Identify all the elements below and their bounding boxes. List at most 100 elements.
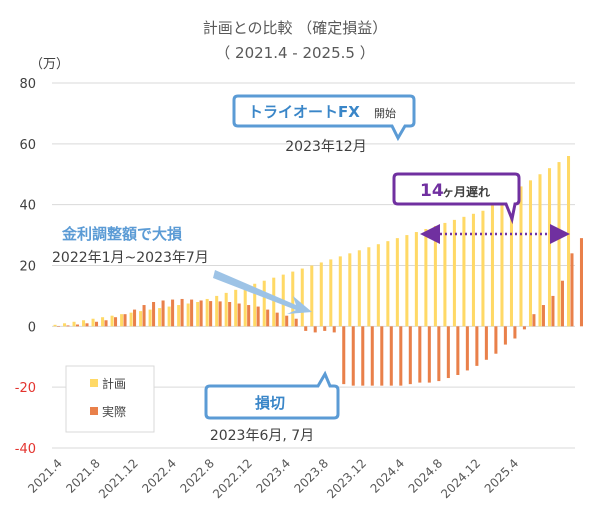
legend-swatch-plan [90, 379, 98, 387]
swap-arrow [213, 270, 312, 314]
bar-actual [304, 326, 308, 331]
bar-actual [541, 305, 545, 327]
y-tick-label: 60 [19, 138, 36, 153]
bar-actual [342, 326, 346, 385]
bar-actual [570, 253, 574, 327]
bar-actual [551, 295, 555, 327]
y-tick-label: 20 [19, 260, 36, 275]
bar-plan [414, 232, 418, 327]
bar-plan [567, 156, 571, 327]
bar-actual [522, 326, 526, 330]
bar-plan [348, 253, 352, 327]
bar-actual [513, 326, 517, 339]
legend-box [65, 365, 155, 433]
bar-plan [319, 262, 323, 327]
y-tick-label: 0 [28, 320, 36, 335]
bar-plan [129, 312, 133, 327]
bar-plan [357, 250, 361, 327]
bar-plan [329, 259, 333, 327]
bar-plan [481, 210, 485, 327]
legend-label-plan: 計画 [102, 376, 126, 391]
bar-plan [433, 225, 437, 327]
bars [53, 156, 583, 386]
bar-actual [94, 321, 99, 327]
bar-plan [310, 265, 314, 327]
bar-plan [405, 235, 409, 327]
bar-plan [148, 309, 152, 327]
bar-plan [177, 305, 181, 327]
bar-actual [56, 326, 60, 327]
bar-actual [399, 326, 403, 386]
y-tick-label: -40 [15, 442, 36, 457]
bar-actual [256, 306, 260, 327]
bar-actual [142, 305, 146, 327]
y-axis-ticks: 80 60 40 20 0 -20 -40 [15, 77, 36, 457]
annotation-delay-suffix: ヶ月遅れ [442, 185, 490, 199]
annotation-fx-start: トライオートFX 開始 2023年12月 [232, 94, 416, 155]
bar-plan [547, 168, 552, 327]
bar-plan [367, 247, 371, 327]
bar-actual [351, 326, 355, 386]
x-tick-label: 2021.4 [25, 456, 65, 496]
bar-plan [234, 289, 238, 327]
bar-plan [186, 303, 190, 327]
bar-actual [484, 326, 488, 360]
annotation-cut: 損切 2023年6月, 7月 [204, 370, 340, 444]
bar-plan [443, 222, 447, 327]
bar-actual [560, 280, 564, 327]
bar-plan [72, 321, 76, 327]
legend-label-actual: 実際 [102, 404, 126, 419]
bar-plan [272, 277, 276, 327]
bar-actual [266, 309, 270, 327]
legend-swatch-actual [90, 407, 98, 415]
bar-plan [538, 174, 542, 327]
bar-actual [114, 317, 118, 327]
bar-actual [199, 300, 203, 327]
bar-actual [228, 302, 232, 327]
bar-plan [91, 318, 95, 327]
bar-plan [395, 238, 399, 327]
chart-title: 計画との比較 （確定損益） [203, 19, 388, 37]
bar-plan [452, 219, 456, 327]
bar-actual [104, 320, 108, 327]
bar-actual [465, 326, 469, 371]
bar-plan [63, 323, 67, 327]
x-axis-ticks: 2021.42021.82021.122022.42022.82022.1220… [25, 456, 521, 501]
legend: 計画 実際 [65, 365, 155, 433]
bar-actual [427, 326, 431, 383]
bar-actual [494, 326, 498, 354]
bar-plan [291, 271, 295, 327]
x-tick-label: 2022.12 [210, 456, 255, 501]
bar-actual [133, 309, 137, 327]
bar-plan [376, 244, 380, 327]
bar-plan [139, 311, 143, 327]
bar-actual [190, 299, 194, 327]
bar-plan [500, 198, 504, 327]
annotation-cut-date: 2023年6月, 7月 [210, 428, 314, 444]
bar-actual [275, 312, 279, 327]
bar-actual [161, 300, 165, 327]
bar-actual [332, 326, 336, 333]
x-tick-label: 2024.12 [438, 456, 483, 501]
bar-actual [456, 326, 460, 375]
x-tick-label: 2021.12 [96, 456, 141, 501]
bar-plan [243, 286, 247, 327]
bar-actual [361, 326, 365, 386]
annotation-cut-title: 損切 [255, 394, 285, 412]
annotation-fx-date: 2023年12月 [285, 139, 366, 155]
bar-actual [446, 326, 450, 379]
bar-plan [557, 162, 561, 327]
annotation-fx-suffix: 開始 [374, 106, 396, 120]
bar-actual [532, 314, 536, 327]
bar-plan [110, 315, 114, 327]
bar-actual [247, 305, 251, 327]
bar-actual [180, 298, 184, 327]
chart-subtitle: （ 2021.4 - 2025.5 ） [215, 44, 374, 62]
bar-plan [338, 256, 342, 327]
bar-actual [313, 326, 317, 333]
bar-plan [462, 216, 466, 327]
x-tick-label: 2022.4 [139, 456, 179, 496]
annotation-swap: 金利調整額で大損 2022年1月~2023年7月 [52, 225, 312, 314]
bar-actual [66, 325, 70, 327]
bar-plan [490, 204, 494, 327]
